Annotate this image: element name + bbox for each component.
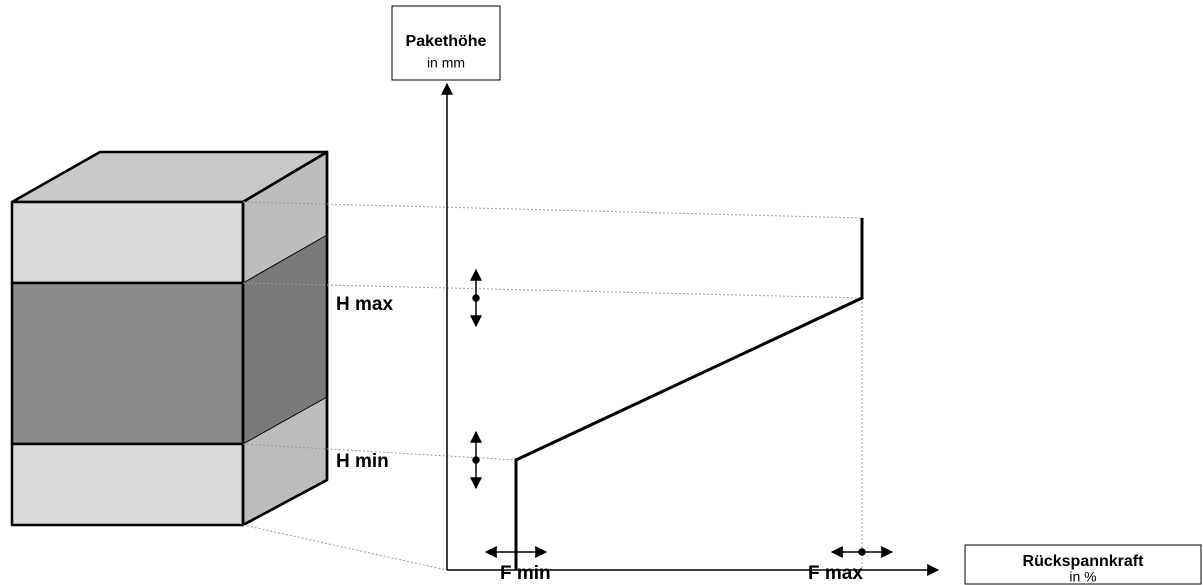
package-block: [10, 150, 329, 527]
y-axis-title-box: [391, 5, 501, 81]
h-max-label: H max: [336, 294, 393, 315]
force-curve: [514, 218, 864, 570]
y-axis-title: Pakethöhe: [406, 33, 487, 50]
x-axis-title-box: [964, 544, 1202, 585]
f-max-label: F max: [808, 563, 863, 584]
adjust-arrows: [470, 268, 894, 558]
f-min-label: F min: [500, 563, 551, 584]
x-axis-title: Rückspannkraft: [1023, 553, 1145, 570]
y-axis-unit: in mm: [427, 55, 465, 71]
h-min-label: H min: [336, 451, 389, 472]
guide-lines: [242, 201, 863, 571]
x-axis-unit: in %: [1069, 569, 1096, 585]
